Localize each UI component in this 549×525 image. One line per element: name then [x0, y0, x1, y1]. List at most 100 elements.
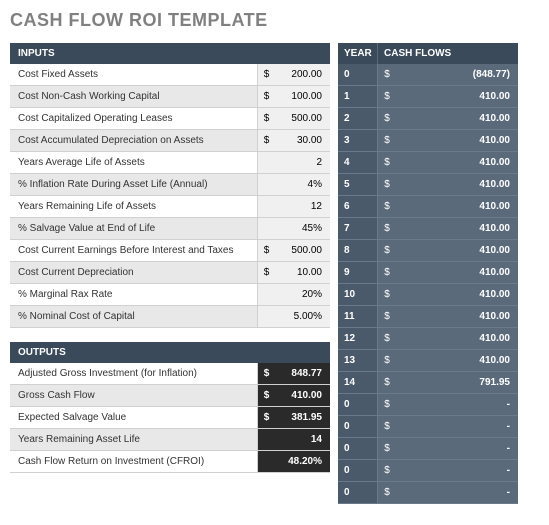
table-row: Gross Cash Flow$410.00: [10, 385, 330, 407]
table-row: Cost Capitalized Operating Leases$500.00: [10, 108, 330, 130]
row-label: Cost Accumulated Depreciation on Assets: [10, 130, 257, 151]
row-value: 100.00: [275, 86, 330, 107]
dollar-sign: $: [257, 385, 275, 406]
row-value: 848.77: [275, 363, 330, 384]
table-row: Years Remaining Life of Assets12: [10, 196, 330, 218]
row-label: Cost Current Earnings Before Interest an…: [10, 240, 257, 261]
row-label: Years Average Life of Assets: [10, 152, 257, 173]
dollar-sign: $: [257, 240, 275, 261]
table-row: Cost Fixed Assets$200.00: [10, 64, 330, 86]
cashflow-table: 0$(848.77)1$410.002$410.003$410.004$410.…: [338, 64, 518, 504]
table-row: Cost Non-Cash Working Capital$100.00: [10, 86, 330, 108]
row-value: 45%: [257, 218, 330, 239]
row-value: 20%: [257, 284, 330, 305]
cashflow-row: 0$-: [338, 416, 518, 438]
cashflow-row: 1$410.00: [338, 86, 518, 108]
cashflow-year: 8: [338, 240, 378, 261]
cashflow-year: 0: [338, 460, 378, 481]
cashflow-amount: 410.00: [396, 108, 518, 129]
dollar-sign: $: [378, 152, 396, 173]
cashflows-header-label: CASH FLOWS: [378, 43, 518, 64]
cashflow-row: 2$410.00: [338, 108, 518, 130]
cashflow-row: 0$-: [338, 460, 518, 482]
cashflow-amount: 410.00: [396, 240, 518, 261]
cashflow-year: 11: [338, 306, 378, 327]
dollar-sign: $: [378, 262, 396, 283]
cashflow-header: YEAR CASH FLOWS: [338, 43, 518, 64]
row-label: Cost Current Depreciation: [10, 262, 257, 283]
cashflow-amount: 410.00: [396, 152, 518, 173]
cashflow-year: 4: [338, 152, 378, 173]
dollar-sign: $: [378, 218, 396, 239]
cashflow-row: 0$-: [338, 394, 518, 416]
cashflow-amount: 410.00: [396, 86, 518, 107]
table-row: Adjusted Gross Investment (for Inflation…: [10, 363, 330, 385]
row-label: Years Remaining Life of Assets: [10, 196, 257, 217]
dollar-sign: $: [378, 284, 396, 305]
cashflow-year: 0: [338, 64, 378, 85]
dollar-sign: $: [378, 482, 396, 503]
cashflow-row: 9$410.00: [338, 262, 518, 284]
cashflow-row: 3$410.00: [338, 130, 518, 152]
dollar-sign: $: [378, 372, 396, 393]
dollar-sign: $: [257, 363, 275, 384]
table-row: Years Remaining Asset Life14: [10, 429, 330, 451]
dollar-sign: $: [257, 108, 275, 129]
page-title: CASH FLOW ROI TEMPLATE: [10, 10, 539, 31]
table-row: Cost Current Depreciation$10.00: [10, 262, 330, 284]
cashflow-year: 3: [338, 130, 378, 151]
cashflow-amount: 410.00: [396, 328, 518, 349]
cashflow-amount: 410.00: [396, 306, 518, 327]
dollar-sign: $: [257, 86, 275, 107]
dollar-sign: $: [378, 130, 396, 151]
row-label: Expected Salvage Value: [10, 407, 257, 428]
table-row: % Nominal Cost of Capital5.00%: [10, 306, 330, 328]
table-row: Expected Salvage Value$381.95: [10, 407, 330, 429]
cashflow-year: 0: [338, 438, 378, 459]
table-row: % Inflation Rate During Asset Life (Annu…: [10, 174, 330, 196]
row-label: Cost Non-Cash Working Capital: [10, 86, 257, 107]
cashflow-year: 0: [338, 416, 378, 437]
cashflow-amount: 791.95: [396, 372, 518, 393]
row-label: % Nominal Cost of Capital: [10, 306, 257, 327]
cashflow-amount: (848.77): [396, 64, 518, 85]
row-value: 30.00: [275, 130, 330, 151]
row-label: Years Remaining Asset Life: [10, 429, 257, 450]
cashflow-row: 12$410.00: [338, 328, 518, 350]
row-value: 12: [257, 196, 330, 217]
table-row: % Marginal Rax Rate20%: [10, 284, 330, 306]
table-row: Years Average Life of Assets2: [10, 152, 330, 174]
row-label: % Inflation Rate During Asset Life (Annu…: [10, 174, 257, 195]
dollar-sign: $: [257, 262, 275, 283]
dollar-sign: $: [378, 196, 396, 217]
cashflow-row: 0$(848.77): [338, 64, 518, 86]
dollar-sign: $: [378, 328, 396, 349]
table-row: Cost Accumulated Depreciation on Assets$…: [10, 130, 330, 152]
row-label: % Marginal Rax Rate: [10, 284, 257, 305]
cashflow-year: 9: [338, 262, 378, 283]
table-row: Cash Flow Return on Investment (CFROI)48…: [10, 451, 330, 473]
dollar-sign: $: [378, 438, 396, 459]
cashflow-row: 4$410.00: [338, 152, 518, 174]
dollar-sign: $: [257, 130, 275, 151]
cashflow-amount: 410.00: [396, 196, 518, 217]
row-label: Gross Cash Flow: [10, 385, 257, 406]
cashflow-year: 6: [338, 196, 378, 217]
row-label: Cost Capitalized Operating Leases: [10, 108, 257, 129]
cashflow-amount: 410.00: [396, 130, 518, 151]
dollar-sign: $: [378, 174, 396, 195]
cashflow-amount: 410.00: [396, 218, 518, 239]
row-value: 14: [257, 429, 330, 450]
main-container: INPUTS Cost Fixed Assets$200.00Cost Non-…: [10, 43, 539, 504]
row-label: Cash Flow Return on Investment (CFROI): [10, 451, 257, 472]
dollar-sign: $: [378, 394, 396, 415]
table-row: Cost Current Earnings Before Interest an…: [10, 240, 330, 262]
cashflow-row: 0$-: [338, 438, 518, 460]
dollar-sign: $: [257, 64, 275, 85]
row-value: 410.00: [275, 385, 330, 406]
dollar-sign: $: [378, 108, 396, 129]
cashflow-row: 5$410.00: [338, 174, 518, 196]
cashflow-year: 14: [338, 372, 378, 393]
cashflow-amount: 410.00: [396, 262, 518, 283]
cashflow-row: 14$791.95: [338, 372, 518, 394]
